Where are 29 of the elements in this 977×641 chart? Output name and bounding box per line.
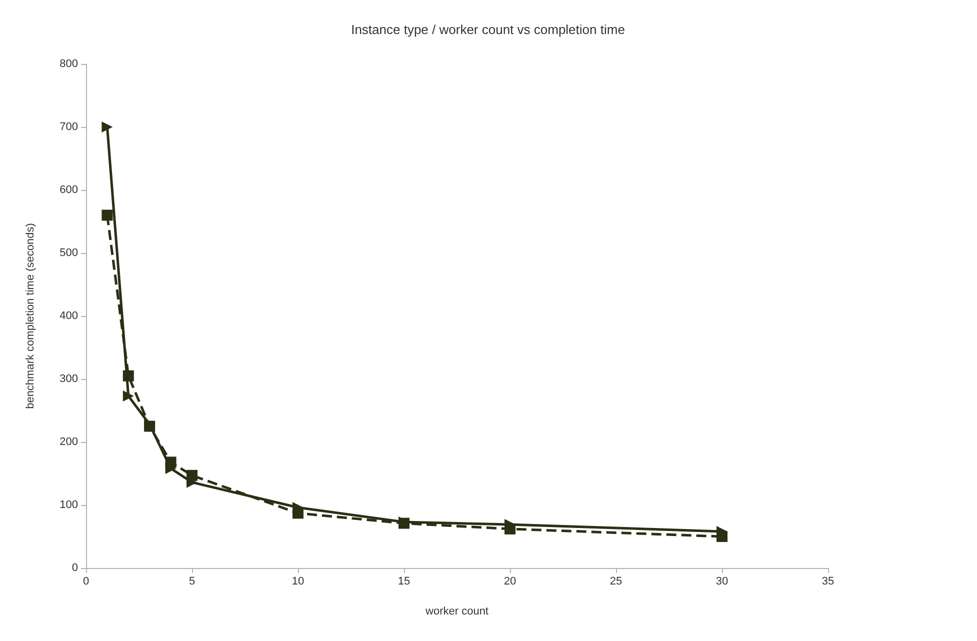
- x-tick-label: 15: [398, 576, 410, 588]
- point: [716, 531, 728, 542]
- chart-title: Instance type / worker count vs completion time: [351, 22, 625, 37]
- y-tick-label: 300: [60, 373, 78, 385]
- point: [292, 508, 304, 519]
- point: [122, 370, 134, 382]
- point: [165, 456, 176, 468]
- x-tick-label: 35: [822, 576, 834, 588]
- y-tick-label: 100: [60, 499, 78, 511]
- x-tick-label: 20: [504, 576, 516, 588]
- x-tick-label: 10: [292, 576, 304, 588]
- x-tick-label: 30: [716, 576, 728, 588]
- point: [102, 122, 113, 132]
- y-tick-label: 400: [60, 310, 78, 322]
- y-tick-label: 700: [60, 121, 78, 133]
- y-axis-title: benchmark completion time (seconds): [24, 223, 36, 409]
- x-tick-label: 0: [82, 576, 90, 588]
- y-tick-label: 500: [60, 247, 78, 259]
- x-axis-title: worker count: [424, 606, 488, 618]
- y-tick-label: 800: [60, 58, 78, 70]
- y-tick-label: 0: [72, 562, 78, 574]
- point: [102, 210, 113, 221]
- point: [122, 390, 134, 402]
- x-tick-label: 5: [188, 576, 196, 588]
- x-tick-label: 25: [610, 576, 622, 588]
- point: [186, 470, 198, 481]
- point: [504, 523, 516, 534]
- y-tick-label: 200: [60, 436, 78, 448]
- y-tick-label: 600: [60, 184, 78, 196]
